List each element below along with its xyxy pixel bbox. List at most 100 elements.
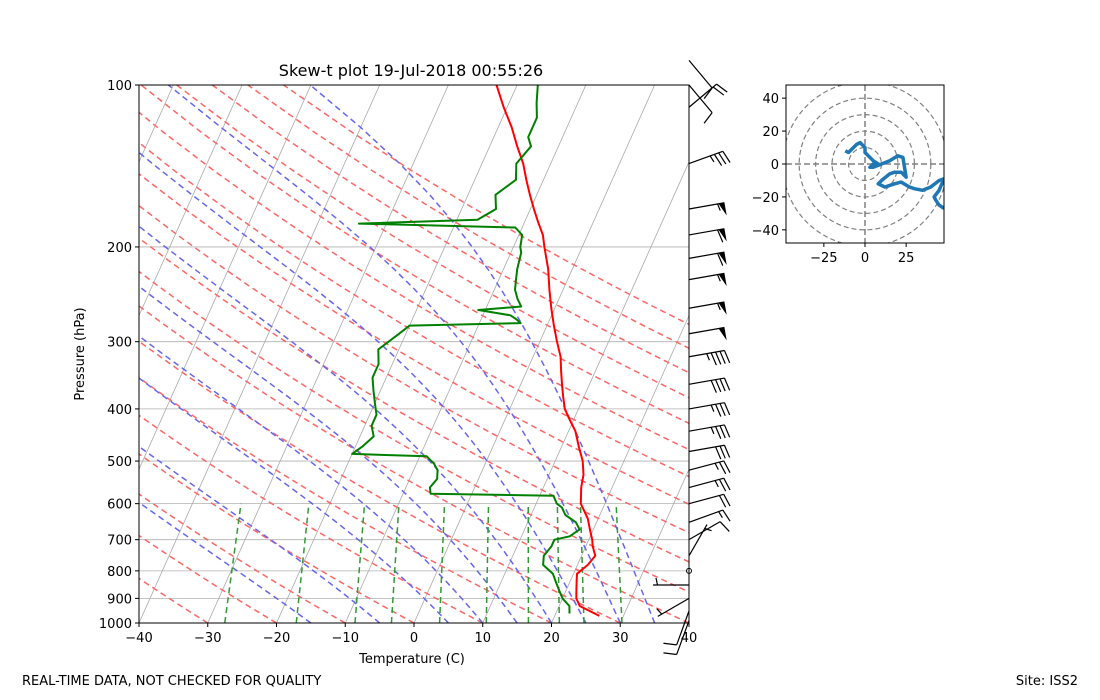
dry-adiabat	[139, 493, 346, 623]
mixing-ratio-line	[223, 503, 242, 623]
dry-adiabat	[139, 376, 552, 623]
dry-adiabat	[139, 453, 415, 623]
y-tick-label: 800	[107, 565, 132, 580]
wind-barb	[653, 577, 689, 586]
skewt-grid	[0, 85, 689, 623]
wind-barb	[688, 377, 731, 393]
wind-barb	[686, 567, 692, 574]
x-axis-label: Temperature (C)	[358, 652, 465, 667]
y-tick-label: 200	[107, 241, 132, 256]
moist-adiabat	[139, 501, 312, 623]
isotherm	[0, 85, 105, 623]
wind-barb	[688, 251, 727, 266]
moist-adiabat	[309, 85, 656, 623]
x-tick-label: 20	[543, 631, 560, 646]
wind-barb	[663, 610, 690, 646]
mixing-ratio-line	[390, 503, 400, 623]
dry-adiabat	[139, 204, 689, 534]
dry-adiabat	[283, 85, 689, 326]
moist-adiabat	[139, 377, 449, 623]
hodograph-axes: −25 0 25 −40 −20 0 20 40	[752, 92, 915, 266]
y-axis-label: Pressure (hPa)	[73, 307, 88, 400]
y-tick-label: 600	[107, 498, 132, 513]
wind-barb	[688, 402, 731, 417]
hodograph-trace	[844, 140, 944, 210]
x-tick-label: 10	[474, 631, 491, 646]
hodo-y-tick-label: −40	[752, 224, 779, 239]
moist-adiabat	[139, 151, 587, 623]
x-tick-label: −10	[332, 631, 359, 646]
moist-adiabat	[139, 225, 553, 623]
wind-barb	[688, 272, 727, 287]
dry-adiabat	[139, 577, 209, 623]
mixing-ratio-line	[485, 503, 490, 623]
wind-barb	[656, 597, 690, 617]
quality-disclaimer: REAL-TIME DATA, NOT CHECKED FOR QUALITY	[22, 674, 322, 689]
wind-barb	[688, 202, 727, 216]
hodo-y-tick-label: 40	[762, 92, 779, 107]
wind-barb	[688, 150, 731, 166]
wind-barb	[688, 83, 728, 108]
temperature-profile	[495, 85, 600, 617]
dry-adiabat	[176, 85, 689, 399]
wind-barb	[688, 477, 731, 492]
hodo-x-tick-label: −25	[810, 251, 837, 266]
wind-barb	[688, 301, 727, 315]
y-tick-label: 500	[107, 455, 132, 470]
chart-title: Skew-t plot 19-Jul-2018 00:55:26	[279, 61, 543, 80]
mixing-ratio-line	[354, 503, 366, 623]
hodograph-line	[844, 140, 944, 210]
isotherm	[619, 468, 689, 623]
x-tick-label: 30	[612, 631, 629, 646]
wind-barb	[663, 620, 690, 656]
dry-adiabat	[139, 414, 484, 623]
x-tick-label: 40	[681, 631, 698, 646]
hodograph-grid	[786, 85, 944, 243]
hodo-y-tick-label: 20	[762, 125, 779, 140]
mixing-ratio-line	[615, 503, 623, 623]
dewpoint-profile	[351, 85, 581, 614]
y-tick-label: 400	[107, 403, 132, 418]
wind-barbs	[653, 59, 731, 656]
y-tick-label: 1000	[99, 617, 132, 632]
hodo-y-tick-label: −20	[752, 191, 779, 206]
isotherm	[344, 85, 587, 623]
skewt-axes: −40 −30 −20 −10 0 10 20 30 40 100 200 300 400 500 600 7…	[99, 79, 697, 646]
isotherm	[551, 314, 689, 623]
wind-barb	[688, 349, 731, 366]
wind-barb	[688, 59, 713, 99]
isotherm	[276, 85, 518, 623]
moist-adiabat	[139, 445, 381, 623]
y-tick-label: 100	[107, 79, 132, 94]
wind-barb	[688, 424, 731, 440]
wind-barb	[688, 460, 731, 475]
wind-barb	[688, 228, 727, 243]
hodo-x-tick-label: 0	[861, 251, 869, 266]
mixing-ratio-line	[556, 503, 561, 623]
site-label: Site: ISS2	[1015, 674, 1078, 689]
x-tick-label: −30	[194, 631, 221, 646]
skewt-profiles	[351, 85, 600, 617]
isotherm	[139, 85, 243, 317]
x-tick-label: −40	[125, 631, 152, 646]
isotherm	[0, 85, 36, 623]
x-tick-label: 0	[410, 631, 418, 646]
wind-barb	[688, 509, 731, 523]
hodo-x-tick-label: 25	[898, 251, 915, 266]
dry-adiabat	[247, 85, 689, 350]
wind-barb	[688, 524, 712, 557]
skewt-frame	[138, 84, 690, 624]
wind-barb	[688, 84, 713, 124]
isotherm	[207, 85, 449, 623]
moist-adiabat	[167, 85, 621, 623]
dry-adiabat	[139, 534, 277, 623]
moist-adiabat	[139, 335, 484, 623]
wind-barb	[688, 521, 730, 541]
hodo-y-tick-label: 0	[771, 158, 779, 173]
isotherm	[688, 622, 689, 623]
mixing-ratio-line	[295, 503, 310, 623]
dry-adiabat	[139, 340, 621, 623]
dry-adiabat	[139, 172, 689, 506]
x-tick-label: −20	[263, 631, 290, 646]
